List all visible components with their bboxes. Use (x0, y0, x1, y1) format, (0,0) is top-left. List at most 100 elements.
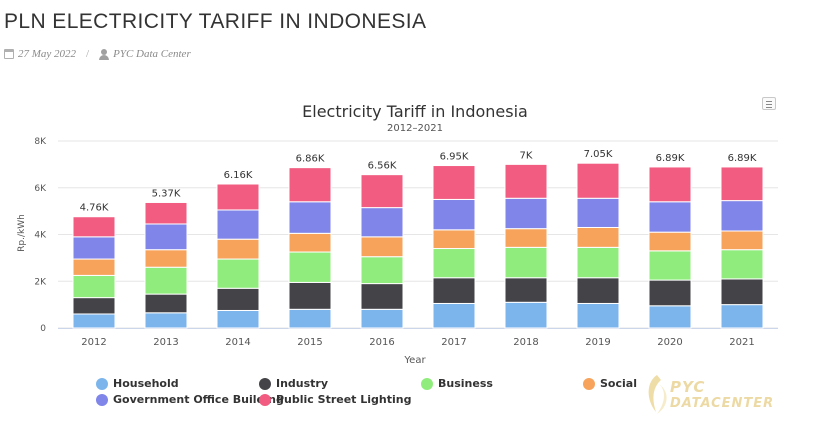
logo-text-pyc: PYC (670, 378, 706, 396)
legend-item-social[interactable]: Social (583, 377, 637, 390)
bar-segment-industry-2015[interactable] (288, 281, 332, 310)
bar-segment-industry-2013[interactable] (144, 293, 188, 314)
bar-segment-industry-2019[interactable] (576, 277, 620, 304)
bar-segment-government-office-building-2015[interactable] (288, 201, 332, 234)
bar-segment-business-2013[interactable] (144, 266, 188, 295)
post-author[interactable]: PYC Data Center (113, 48, 191, 60)
bar-segment-industry-2012[interactable] (72, 297, 116, 315)
bar-segment-social-2019[interactable] (576, 226, 620, 248)
bar-segment-government-office-building-2021[interactable] (720, 200, 764, 232)
bar-segment-public-street-lighting-2016[interactable] (360, 174, 404, 209)
bar-segment-social-2013[interactable] (144, 249, 188, 268)
x-tick-label: 2014 (225, 337, 250, 348)
bar-segment-household-2018[interactable] (504, 301, 548, 329)
legend-item-government-office-building[interactable]: Government Office Building (96, 393, 284, 406)
legend-item-household[interactable]: Household (96, 377, 179, 390)
bar-total-label: 6.89K (728, 153, 757, 164)
bar-total-label: 5.37K (152, 188, 181, 199)
legend-label: Industry (276, 377, 329, 390)
bar-total-label: 7K (520, 150, 533, 161)
chart-title: Electricity Tariff in Indonesia (302, 102, 528, 121)
bar-segment-industry-2018[interactable] (504, 277, 548, 303)
bar-total-label: 6.89K (656, 153, 685, 164)
bar-segment-public-street-lighting-2012[interactable] (72, 216, 116, 238)
pyc-logo-emblem-icon (648, 375, 667, 414)
bar-segment-social-2016[interactable] (360, 236, 404, 258)
legend-item-public-street-lighting[interactable]: Public Street Lighting (259, 393, 412, 406)
bar-segment-household-2021[interactable] (720, 304, 764, 329)
bar-segment-social-2017[interactable] (432, 229, 476, 250)
legend-label: Household (113, 377, 179, 390)
bar-total-label: 6.56K (368, 161, 397, 172)
bar-segment-government-office-building-2012[interactable] (72, 236, 116, 260)
bar-segment-business-2021[interactable] (720, 249, 764, 280)
bar-segment-social-2021[interactable] (720, 230, 764, 251)
bar-segment-public-street-lighting-2015[interactable] (288, 167, 332, 203)
bar-segment-public-street-lighting-2018[interactable] (504, 163, 548, 199)
bar-segment-government-office-building-2018[interactable] (504, 197, 548, 230)
legend-label: Government Office Building (113, 393, 284, 406)
bar-segment-household-2017[interactable] (432, 302, 476, 329)
y-tick-label: 6K (34, 184, 47, 194)
bar-segment-government-office-building-2017[interactable] (432, 198, 476, 231)
bar-segment-industry-2014[interactable] (216, 287, 260, 311)
bar-segment-social-2015[interactable] (288, 232, 332, 253)
bar-total-label: 6.95K (440, 152, 469, 163)
bar-segment-household-2013[interactable] (144, 312, 188, 329)
bar-segment-government-office-building-2020[interactable] (648, 201, 692, 233)
x-tick-label: 2012 (81, 337, 106, 348)
bar-segment-business-2016[interactable] (360, 256, 404, 285)
chart-menu-button[interactable] (762, 97, 776, 110)
bar-segment-government-office-building-2014[interactable] (216, 209, 260, 240)
bar-segment-business-2020[interactable] (648, 250, 692, 281)
bar-segment-public-street-lighting-2019[interactable] (576, 162, 620, 199)
bar-segment-business-2017[interactable] (432, 248, 476, 279)
bar-segment-business-2015[interactable] (288, 251, 332, 283)
bar-segment-public-street-lighting-2017[interactable] (432, 165, 476, 200)
chart-labels: 0 2K 4K 6K 8K 4.76K 2012 5.37K 2013 6.16K 2014 6.86… (34, 137, 756, 348)
bar-segment-household-2015[interactable] (288, 308, 332, 329)
bar-segment-household-2019[interactable] (576, 302, 620, 329)
bar-segment-industry-2017[interactable] (432, 277, 476, 304)
legend-label: Social (600, 377, 637, 390)
post-meta: 27 May 2022 / PYC Data Center (4, 48, 191, 60)
bar-segment-industry-2016[interactable] (360, 283, 404, 310)
bar-segment-social-2014[interactable] (216, 238, 260, 260)
bar-segment-social-2012[interactable] (72, 258, 116, 276)
legend-swatch (259, 393, 271, 406)
bar-segment-business-2012[interactable] (72, 274, 116, 299)
bar-segment-public-street-lighting-2020[interactable] (648, 166, 692, 203)
bar-segment-household-2012[interactable] (72, 313, 116, 329)
bar-segment-social-2020[interactable] (648, 231, 692, 252)
bar-segment-business-2014[interactable] (216, 258, 260, 289)
legend-item-industry[interactable]: Industry (259, 377, 328, 390)
bar-segment-public-street-lighting-2014[interactable] (216, 183, 260, 211)
bar-total-label: 6.16K (224, 170, 253, 181)
bar-segment-industry-2021[interactable] (720, 278, 764, 306)
bar-total-label: 7.05K (584, 149, 613, 160)
x-tick-label: 2013 (153, 337, 178, 348)
bar-segment-business-2018[interactable] (504, 246, 548, 279)
bar-segment-public-street-lighting-2013[interactable] (144, 201, 188, 225)
y-axis-label: Rp./kWh (17, 214, 27, 252)
y-tick-label: 2K (34, 277, 47, 287)
bar-segment-government-office-building-2019[interactable] (576, 197, 620, 228)
bar-segment-household-2020[interactable] (648, 305, 692, 329)
legend-swatch (96, 393, 108, 406)
legend-label: Business (438, 377, 493, 390)
x-tick-label: 2018 (513, 337, 538, 348)
bar-segment-public-street-lighting-2021[interactable] (720, 166, 764, 202)
bar-segment-government-office-building-2016[interactable] (360, 207, 404, 238)
bar-segment-industry-2020[interactable] (648, 279, 692, 307)
bar-segment-household-2016[interactable] (360, 308, 404, 329)
page-title: PLN ELECTRICITY TARIFF IN INDONESIA (4, 10, 427, 33)
legend-label: Public Street Lighting (276, 393, 412, 406)
bar-segment-social-2018[interactable] (504, 228, 548, 248)
legend-item-business[interactable]: Business (421, 377, 493, 390)
user-icon (99, 48, 110, 60)
bar-segment-government-office-building-2013[interactable] (144, 223, 188, 251)
meta-separator: / (86, 48, 90, 60)
bar-segment-business-2019[interactable] (576, 246, 620, 279)
bar-segment-household-2014[interactable] (216, 309, 260, 329)
